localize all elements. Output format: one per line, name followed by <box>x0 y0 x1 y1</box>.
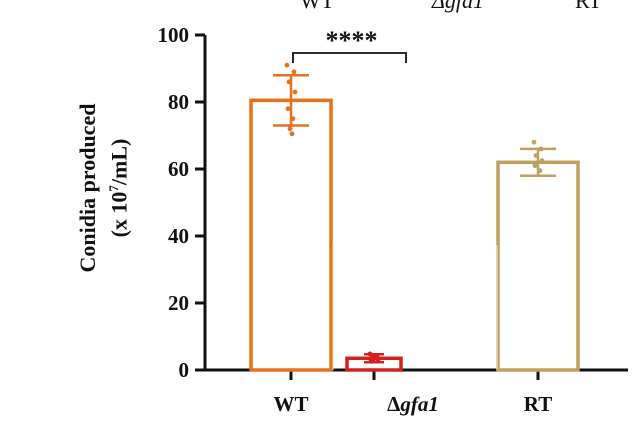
data-point <box>291 69 297 75</box>
data-point <box>375 357 381 363</box>
data-point <box>286 79 292 85</box>
y-tick-label: 20 <box>168 291 189 315</box>
y-tick-label: 80 <box>168 90 189 114</box>
data-point <box>367 351 373 357</box>
y-tick-label: 0 <box>179 358 190 382</box>
cut-label-wt: WT <box>300 0 335 13</box>
data-point <box>285 106 291 112</box>
data-point <box>290 116 296 122</box>
x-tick-label: WT <box>273 392 308 416</box>
bars <box>249 98 580 372</box>
bar <box>496 160 580 372</box>
x-tick-label-prefix: Δ <box>387 392 400 416</box>
data-point <box>374 353 380 359</box>
data-point <box>537 168 543 174</box>
data-point <box>531 139 537 145</box>
data-point <box>287 126 293 132</box>
significance-bracket <box>292 52 407 63</box>
data-point <box>368 358 374 364</box>
data-point <box>284 62 290 68</box>
significance-label: **** <box>326 26 378 55</box>
cut-label-rt: RT <box>575 0 602 13</box>
cut-label-gfa1: Δgfa1 <box>432 0 485 13</box>
data-point <box>533 153 539 159</box>
data-point <box>538 146 544 152</box>
data-point <box>539 158 545 164</box>
bar <box>249 98 333 372</box>
significance-annotation: **** <box>292 26 407 63</box>
error-bars <box>273 73 556 364</box>
x-tick-label: RT <box>524 392 552 416</box>
y-tick-label: 40 <box>168 224 189 248</box>
x-tick-label-main: gfa1 <box>399 392 439 416</box>
data-point <box>532 163 538 169</box>
y-tick-label: 60 <box>168 157 189 181</box>
y-tick-label: 100 <box>158 23 190 47</box>
data-point <box>289 131 295 137</box>
axes: 0 20 40 60 80 100 WT Δgfa1 RT <box>158 23 628 416</box>
data-points <box>284 62 545 364</box>
data-point <box>292 89 298 95</box>
x-tick-label: Δgfa1 <box>387 392 439 416</box>
